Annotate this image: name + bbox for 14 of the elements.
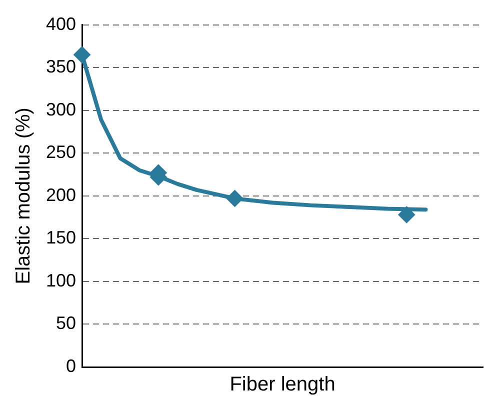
y-tick-label: 400 bbox=[46, 14, 76, 34]
point bbox=[398, 206, 416, 224]
y-tick-label: 150 bbox=[46, 228, 76, 248]
y-tick-label: 0 bbox=[66, 356, 76, 376]
y-tick-label: 300 bbox=[46, 99, 76, 120]
y-tick-label: 50 bbox=[56, 313, 76, 334]
y-tick-label: 100 bbox=[46, 270, 76, 290]
point bbox=[74, 46, 91, 64]
y-tick-label: 250 bbox=[46, 142, 76, 162]
y-tick-label: 350 bbox=[46, 56, 76, 77]
y-tick-label: 200 bbox=[46, 184, 76, 205]
x-axis-title: Fiber length bbox=[230, 374, 336, 396]
y-axis-title: Elastic modulus (%) bbox=[12, 108, 35, 284]
point bbox=[226, 190, 244, 207]
